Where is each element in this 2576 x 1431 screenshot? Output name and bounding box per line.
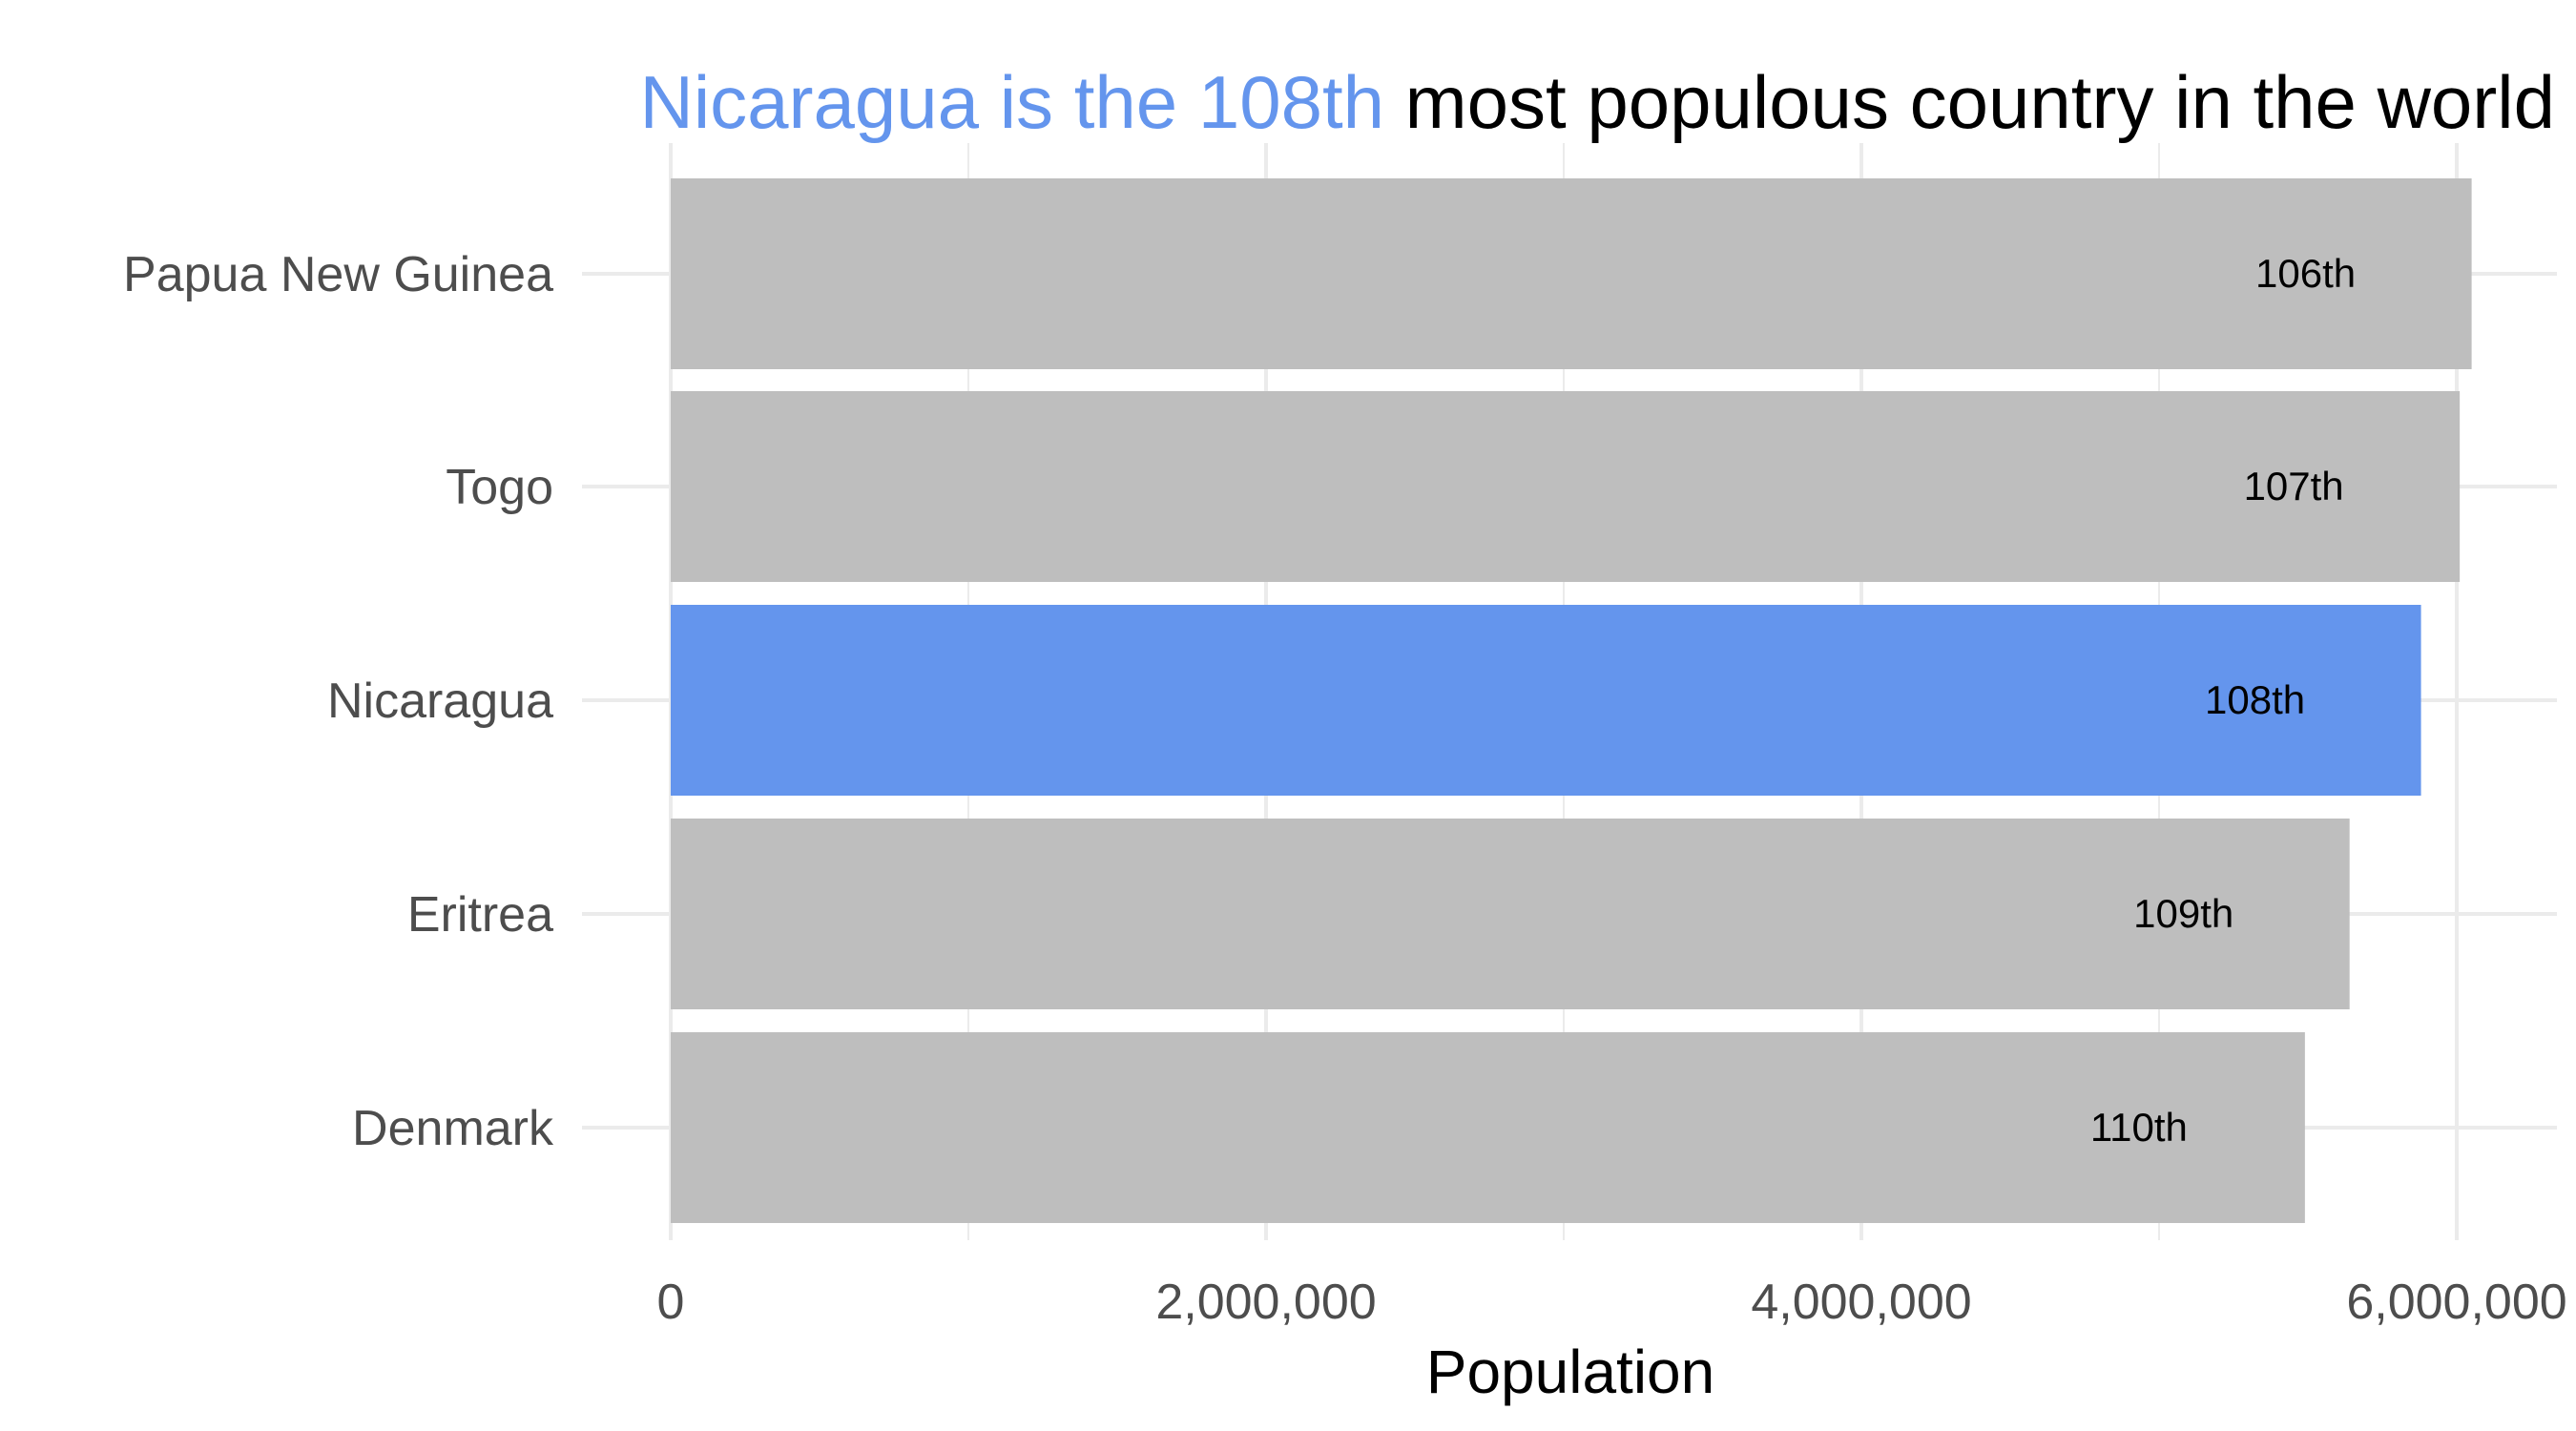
chart-title-rest: most populous country in the world xyxy=(1384,60,2555,144)
y-tick-label: Papua New Guinea xyxy=(123,247,553,302)
y-axis-tick-labels: Papua New Guinea Togo Nicaragua Eritrea Denm… xyxy=(123,247,554,1156)
x-tick-label: 6,000,000 xyxy=(2346,1275,2566,1330)
data-label: 106th xyxy=(2255,251,2356,296)
x-tick-label: 0 xyxy=(657,1275,685,1330)
data-label: 109th xyxy=(2133,891,2233,936)
bar-eritrea xyxy=(671,819,2350,1009)
y-tick-label: Denmark xyxy=(352,1101,554,1156)
data-labels: 106th 107th 108th 109th 110th xyxy=(2090,251,2356,1150)
bar-denmark xyxy=(671,1032,2305,1223)
x-tick-label: 2,000,000 xyxy=(1155,1275,1376,1330)
chart-title: Nicaragua is the 108th most populous cou… xyxy=(640,60,2555,144)
bar-togo xyxy=(671,391,2461,582)
x-axis-tick-labels: 0 2,000,000 4,000,000 6,000,000 xyxy=(657,1275,2567,1330)
y-tick-label: Nicaragua xyxy=(327,674,553,729)
data-label: 107th xyxy=(2244,464,2344,508)
bars xyxy=(671,178,2472,1223)
x-tick-label: 4,000,000 xyxy=(1751,1275,1971,1330)
data-label: 108th xyxy=(2205,677,2305,722)
chart-title-highlight: Nicaragua is the 108th xyxy=(640,60,1385,144)
y-tick-label: Togo xyxy=(446,460,553,515)
bar-nicaragua xyxy=(671,605,2421,796)
data-label: 110th xyxy=(2090,1105,2188,1150)
y-tick-label: Eritrea xyxy=(407,887,553,943)
bar-papua-new-guinea xyxy=(671,178,2472,369)
x-axis-label: Population xyxy=(1426,1338,1714,1406)
